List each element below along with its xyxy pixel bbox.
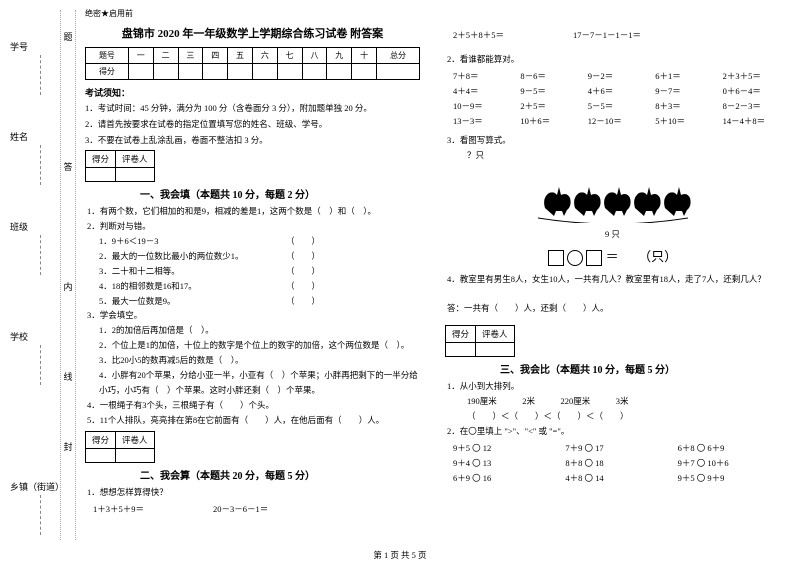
score-h10: 十	[352, 48, 377, 64]
q3c: 3．比20小5的数再减5后的数是（ ）。	[99, 353, 420, 368]
score-h4: 四	[203, 48, 228, 64]
q1: 1．有两个数，它们相加的和是9，相减的差是1，这两个数是（ ）和（ ）。	[87, 204, 420, 219]
q3b: 2．个位上是1的加倍，十位上的数字是个位上的数字的加倍，这个两位数是（ ）。	[99, 338, 420, 353]
score-h0: 题号	[86, 48, 129, 64]
exam-notes-head: 考试须知：	[85, 86, 420, 99]
right-column: 2＋5＋8＋5＝ 17－7－1－1－1＝ 2．看谁都能算对。 7＋8＝8－6＝9…	[445, 8, 780, 548]
q2: 2．判断对与错。	[87, 219, 420, 234]
seal-char-1: 题	[62, 30, 74, 43]
calc-grid: 7＋8＝8－6＝9－2＝6＋1＝2＋3＋5＝ 4＋4＝9－5＝4＋6＝9－7＝0…	[453, 70, 780, 127]
q2b: 2．最大的一位数比最小的两位数少1。（ ）	[99, 249, 420, 264]
score-h8: 八	[302, 48, 327, 64]
q22: 2．看谁都能算对。	[447, 52, 780, 67]
operand-box-1[interactable]	[548, 250, 564, 266]
section2-score-box: 得分评卷人	[85, 431, 155, 463]
label-town: 乡镇（街道）	[10, 480, 64, 493]
score-table: 题号 一 二 三 四 五 六 七 八 九 十 总分 得分	[85, 47, 420, 80]
page-footer: 第 1 页 共 5 页	[0, 549, 800, 561]
operator-circle[interactable]	[567, 250, 583, 266]
label-school: 学校	[10, 330, 28, 343]
deer-icon	[533, 168, 693, 223]
score-row-label: 得分	[86, 64, 129, 80]
score-h7: 七	[277, 48, 302, 64]
eq1c: 2＋5＋8＋5＝	[453, 29, 533, 41]
score-h6: 六	[252, 48, 277, 64]
score-cell[interactable]	[128, 64, 153, 80]
score-h3: 三	[178, 48, 203, 64]
eq1b: 20－3－6－1＝	[213, 503, 293, 515]
section2-title: 二、我会算（本题共 20 分，每题 5 分）	[140, 467, 420, 482]
q31row: 190厘米 2米 220厘米 3米	[467, 394, 780, 409]
seal-char-2: 答	[62, 160, 74, 173]
seal-char-4: 线	[62, 370, 74, 383]
section3-title: 三、我会比（本题共 10 分，每题 5 分）	[500, 361, 780, 376]
page-content: 绝密★启用前 盘锦市 2020 年一年级数学上学期综合练习试卷 附答案 题号 一…	[85, 8, 785, 548]
score-h5: 五	[228, 48, 253, 64]
eq1d: 17－7－1－1－1＝	[573, 29, 653, 41]
q4: 4．一根绳子有3个头，三根绳子有（ ）个头。	[87, 398, 420, 413]
q23: 3．看图写算式。	[447, 133, 780, 148]
equals-text: ＝ （只）	[606, 249, 678, 264]
eq1a: 1＋3＋5＋9＝	[93, 503, 173, 515]
q3a: 1．2的加倍后再加倍是（ ）。	[99, 323, 420, 338]
formula-boxes: ＝ （只）	[445, 246, 780, 266]
binding-margin: 学号 姓名 班级 学校 乡镇（街道）	[0, 0, 80, 550]
secret-label: 绝密★启用前	[85, 8, 420, 19]
q31blank: （ ）＜（ ）＜（ ）＜（ ）	[467, 409, 780, 424]
section1-title: 一、我会填（本题共 10 分，每题 2 分）	[140, 186, 420, 201]
q3d: 4．小胖有20个苹果，分给小亚一半，小亚有（ ）个苹果；小胖再把剩下的一半分给小…	[99, 368, 420, 398]
fold-line-1	[60, 10, 61, 540]
note-3: 3．不要在试卷上乱涂乱画，卷面不整洁扣 3 分。	[85, 134, 420, 147]
q2e: 5．最大一位数是9。（ ）	[99, 294, 420, 309]
q2c: 3．二十和十二相等。（ ）	[99, 264, 420, 279]
section3-score-box: 得分评卷人	[445, 325, 515, 357]
note-1: 1．考试时间：45 分钟，满分为 100 分（含卷面分 3 分），附加题单独 2…	[85, 102, 420, 115]
q31: 1．从小到大排列。	[447, 379, 780, 394]
ans24: 答：一共有（ ）人，还剩（ ）人。	[447, 301, 780, 316]
score-h9: 九	[327, 48, 352, 64]
seal-char-5: 封	[62, 440, 74, 453]
q2a: 1．9＋6＜19－3（ ）	[99, 234, 420, 249]
exam-title: 盘锦市 2020 年一年级数学上学期综合练习试卷 附答案	[85, 25, 420, 41]
q2d: 4．18的相邻数是16和17。（ ）	[99, 279, 420, 294]
fold-line-2	[75, 10, 76, 540]
sec-h0: 得分	[86, 151, 116, 168]
q5: 5．11个人排队，亮亮排在第8在它前面有（ ）人，在他后面有（ ）人。	[87, 413, 420, 428]
q24: 4．教室里有男生8人，女生10人，一共有几人？教室里有18人，走了7人，还剩几人…	[447, 272, 780, 287]
compare-grid: 9＋5 〇 127＋9 〇 176＋8 〇 6＋9 9＋4 〇 138＋8 〇 …	[453, 442, 780, 484]
seal-char-3: 内	[62, 280, 74, 293]
q21: 1．想想怎样算得快？	[87, 485, 420, 500]
note-2: 2．请首先按要求在试卷的指定位置填写您的姓名、班级、学号。	[85, 118, 420, 131]
sec-h1: 评卷人	[116, 151, 155, 168]
nine-label: 9 只	[445, 228, 780, 240]
operand-box-2[interactable]	[586, 250, 602, 266]
score-h2: 二	[153, 48, 178, 64]
q32: 2．在〇里填上 ">"、"<" 或 "="。	[447, 424, 780, 439]
question-mark: ？只	[467, 148, 780, 163]
exam-notes: 1．考试时间：45 分钟，满分为 100 分（含卷面分 3 分），附加题单独 2…	[85, 102, 420, 146]
score-h1: 一	[128, 48, 153, 64]
eq-row-1: 1＋3＋5＋9＝ 20－3－6－1＝	[93, 503, 420, 515]
score-h11: 总分	[377, 48, 420, 64]
section1-score-box: 得分评卷人	[85, 150, 155, 182]
q3: 3．学会填空。	[87, 308, 420, 323]
deer-figure	[445, 168, 780, 225]
label-class: 班级	[10, 220, 28, 233]
eq-row-2: 2＋5＋8＋5＝ 17－7－1－1－1＝	[453, 29, 780, 41]
label-name: 姓名	[10, 130, 28, 143]
label-student-id: 学号	[10, 40, 28, 53]
left-column: 绝密★启用前 盘锦市 2020 年一年级数学上学期综合练习试卷 附答案 题号 一…	[85, 8, 420, 548]
